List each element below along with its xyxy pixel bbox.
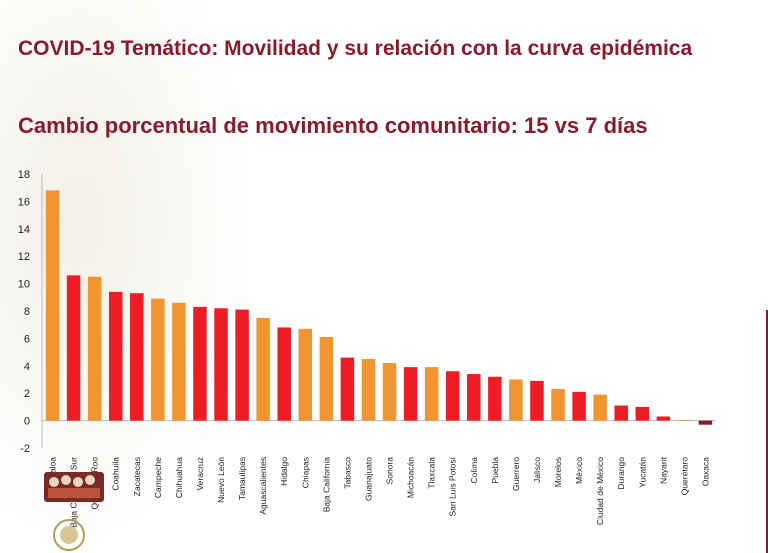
bar — [87, 276, 102, 421]
y-tick-label: 6 — [24, 333, 30, 345]
x-category-label: Guanajuato — [363, 457, 373, 501]
y-tick-label: 12 — [18, 251, 30, 263]
x-category-label: Campeche — [153, 457, 163, 498]
bar — [66, 275, 81, 421]
y-tick-label: 0 — [24, 416, 30, 428]
x-category-label: Sinaloa — [48, 457, 58, 486]
x-category-label: Oaxaca — [700, 457, 710, 487]
x-category-label: Nayarit — [658, 456, 668, 484]
bar — [319, 337, 334, 421]
bar — [361, 358, 376, 421]
mexico-seal-icon — [53, 519, 85, 551]
x-category-label: Hidalgo — [279, 457, 289, 486]
x-category-label: Colima — [469, 457, 479, 484]
bar — [572, 391, 586, 421]
bar — [193, 306, 207, 421]
x-category-label: Coahuila — [111, 457, 121, 491]
x-category-label: Tlaxcala — [427, 457, 437, 489]
bar — [340, 357, 355, 421]
bar — [593, 394, 607, 421]
x-category-label: Chihuahua — [174, 457, 184, 498]
government-mural-logo-icon — [44, 472, 104, 502]
y-tick-label: 8 — [24, 306, 30, 318]
bar — [656, 416, 671, 421]
bar — [130, 293, 144, 421]
x-category-label: Yucatán — [637, 457, 647, 488]
bar — [551, 389, 565, 421]
x-category-label: Ciudad de México — [595, 457, 605, 525]
bar — [151, 298, 165, 421]
bar — [467, 374, 481, 421]
bar — [424, 367, 439, 421]
x-category-label: Tabasco — [342, 457, 352, 489]
x-category-label: Michoacán — [406, 457, 416, 498]
bar — [298, 328, 313, 421]
y-tick-label: 16 — [18, 196, 30, 208]
y-tick-label: -2 — [20, 443, 30, 455]
bar — [509, 379, 523, 421]
x-category-label: Jalisco — [532, 457, 542, 483]
x-category-label: Tamaulipas — [237, 457, 247, 500]
y-tick-label: 2 — [24, 388, 30, 400]
x-category-label: Veracruz — [195, 457, 205, 491]
bar — [677, 419, 692, 421]
x-category-label: Zacatecas — [132, 457, 142, 496]
x-category-label: Guerrero — [511, 457, 521, 491]
bar — [382, 363, 397, 421]
bar — [614, 405, 628, 421]
bar — [235, 309, 249, 421]
y-tick-label: 10 — [18, 279, 30, 291]
x-category-label: Puebla — [490, 457, 500, 484]
y-tick-label: 18 — [18, 169, 30, 181]
bar — [277, 327, 291, 421]
bar — [403, 367, 418, 421]
chart-subtitle: Cambio porcentual de movimiento comunita… — [18, 113, 648, 138]
x-category-label: Sonora — [385, 457, 395, 485]
bar — [256, 317, 270, 421]
x-axis-labels: SinaloaBaja California SurQuintana RooCo… — [48, 456, 711, 528]
x-category-label: Nuevo León — [216, 457, 226, 503]
bar — [445, 371, 460, 421]
y-axis: -2 0 2 4 6 8 10 12 14 16 18 — [18, 169, 716, 455]
x-category-label: Chiapas — [300, 457, 310, 488]
x-category-label: San Luis Potosí — [448, 456, 458, 516]
y-tick-label: 14 — [18, 224, 30, 236]
bar — [698, 420, 713, 425]
y-tick-label: 4 — [24, 361, 30, 373]
bars — [45, 190, 713, 425]
bar — [635, 406, 650, 421]
x-category-label: Aguascalientes — [258, 457, 268, 515]
bar — [530, 380, 544, 421]
bar — [488, 376, 502, 421]
page-title: COVID-19 Temático: Movilidad y su relaci… — [18, 37, 693, 60]
bar — [108, 291, 123, 421]
x-category-label: Baja California — [321, 457, 331, 513]
bar — [214, 308, 228, 421]
right-accent-line — [766, 310, 768, 553]
bar — [172, 302, 186, 421]
bar — [45, 190, 60, 421]
x-category-label: Morelos — [553, 457, 563, 487]
x-category-label: México — [574, 457, 584, 484]
x-category-label: Querétaro — [679, 457, 689, 496]
x-category-label: Durango — [616, 457, 626, 490]
